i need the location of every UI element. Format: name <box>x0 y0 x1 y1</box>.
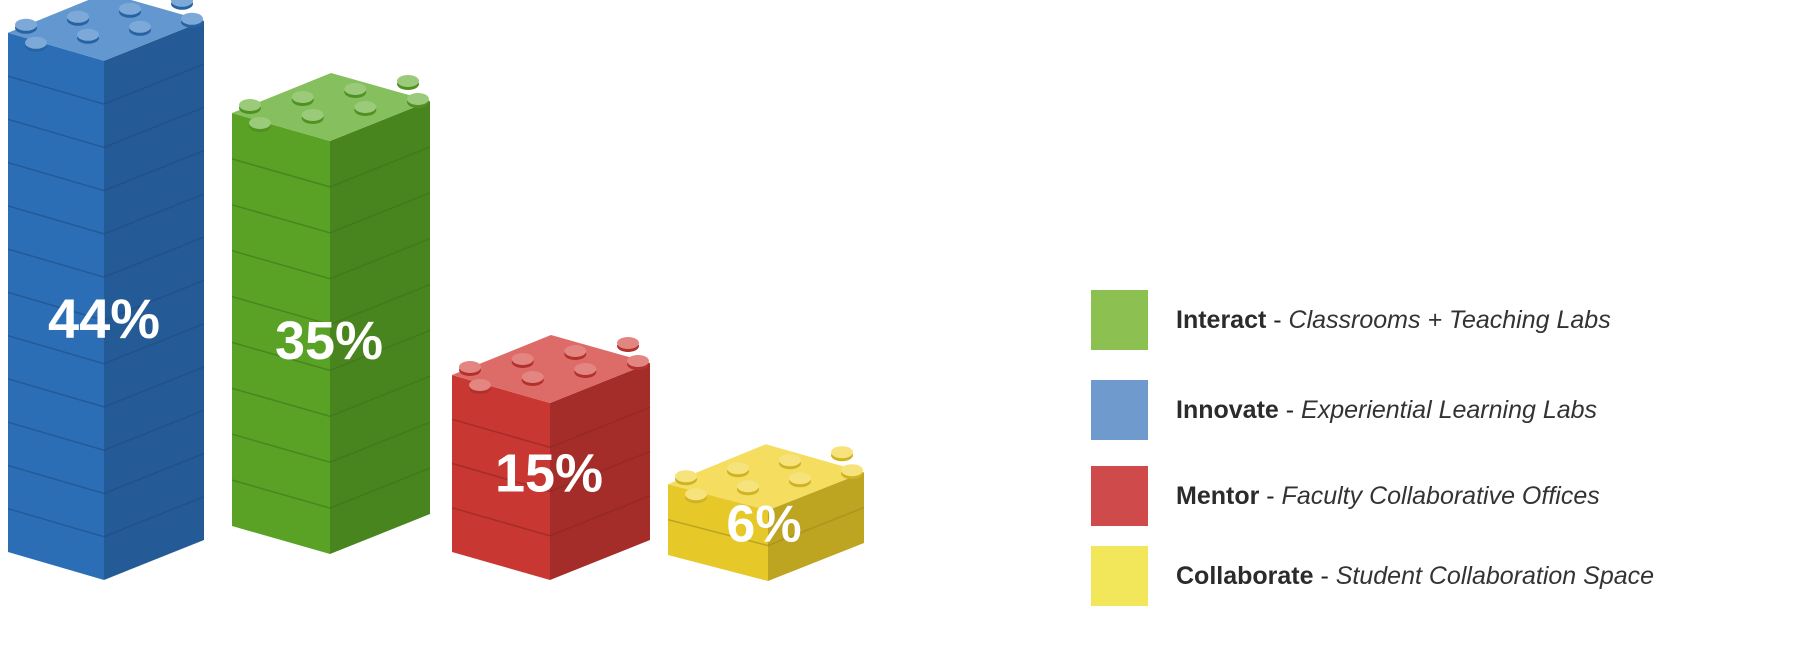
brick-stud-top <box>354 101 377 113</box>
brick-layer-line <box>7 236 205 278</box>
legend-name-collaborate: Collaborate <box>1176 561 1314 590</box>
brick-stud-top <box>459 361 481 373</box>
bar-interact: 35% <box>231 73 431 554</box>
brick-stud-top <box>841 464 863 477</box>
bar-top-face <box>668 444 864 511</box>
brick-stud-top <box>181 12 203 25</box>
brick-layer-line <box>7 323 205 365</box>
bar-top-face <box>8 0 204 61</box>
brick-stud-top <box>617 337 639 349</box>
brick-stud-top <box>77 28 99 41</box>
bar-mentor: 15% <box>451 335 651 580</box>
brick-stud-top <box>789 472 811 485</box>
brick-stud-top <box>627 355 649 367</box>
brick-layer-line <box>451 495 651 537</box>
brick-stud-top <box>249 117 271 129</box>
brick-layer-line <box>7 279 205 322</box>
brick-layer-line <box>667 506 865 547</box>
brick-layer-line <box>7 366 205 408</box>
brick-stud-top <box>344 83 367 95</box>
legend-item-interact: Interact - Classrooms + Teaching Labs <box>1091 290 1611 350</box>
legend-description-interact: Classrooms + Teaching Labs <box>1288 305 1611 334</box>
legend-description-mentor: Faculty Collaborative Offices <box>1281 481 1600 510</box>
legend-separator: - <box>1278 395 1302 424</box>
brick-stud-top <box>291 91 314 103</box>
legend-separator: - <box>1259 481 1282 510</box>
brick-stud-top <box>407 93 429 105</box>
brick-stud-top <box>171 0 193 7</box>
brick-stud-top <box>67 10 89 23</box>
bar-left-face <box>232 113 330 554</box>
brick-layer-line <box>451 406 651 449</box>
brick-stud-top <box>129 20 151 33</box>
brick-layer-line <box>7 149 205 192</box>
legend-name-mentor: Mentor <box>1176 481 1260 510</box>
brick-stud-top <box>301 109 324 121</box>
bar-top-face <box>452 335 650 403</box>
bar-innovate: 44% <box>7 0 205 581</box>
brick-stud-top <box>239 99 261 111</box>
value-label-interact: 35% <box>275 311 383 371</box>
brick-stud-top <box>675 470 697 483</box>
brick-layer-line <box>7 452 205 495</box>
brick-stud-top <box>25 36 47 49</box>
legend-separator: - <box>1266 305 1289 334</box>
brick-layer-line <box>231 146 431 188</box>
value-label-mentor: 15% <box>495 443 603 503</box>
brick-layer-line <box>231 238 431 280</box>
brick-layer-line <box>7 63 205 105</box>
legend-item-mentor: Mentor - Faculty Collaborative Offices <box>1091 466 1600 526</box>
brick-stud-top <box>831 446 853 459</box>
brick-layer-line <box>231 192 431 234</box>
legend-swatch-interact <box>1091 290 1148 350</box>
legend-swatch-collaborate <box>1091 546 1148 606</box>
brick-layer-line <box>231 375 431 418</box>
brick-layer-line <box>231 329 431 372</box>
value-label-innovate: 44% <box>48 287 160 350</box>
legend-item-innovate: Innovate - Experiential Learning Labs <box>1091 380 1597 440</box>
legend-name-innovate: Innovate <box>1176 395 1279 424</box>
brick-layer-line <box>7 193 205 235</box>
brick-layer-line <box>7 409 205 451</box>
legend-swatch-innovate <box>1091 380 1148 440</box>
brick-layer-line <box>7 106 205 149</box>
legend-item-collaborate: Collaborate - Student Collaboration Spac… <box>1091 546 1654 606</box>
legend-name-interact: Interact <box>1176 305 1267 334</box>
legend: Interact - Classrooms + Teaching Labs In… <box>1091 0 1791 651</box>
brick-layer-line <box>231 283 431 326</box>
bar-top-face <box>232 73 430 141</box>
brick-stud-top <box>779 454 801 467</box>
brick-layer-line <box>231 421 431 463</box>
brick-layer-line <box>7 496 205 538</box>
brick-stud-top <box>119 2 141 15</box>
brick-stud-top <box>397 75 419 87</box>
brick-stud-top <box>521 371 544 383</box>
legend-separator: - <box>1313 561 1336 590</box>
brick-stud-top <box>469 379 491 391</box>
bar-right-face <box>330 101 430 554</box>
legend-description-innovate: Experiential Learning Labs <box>1301 395 1598 424</box>
legend-description-collaborate: Student Collaboration Space <box>1335 561 1655 590</box>
brick-stud-top <box>564 345 587 357</box>
bar-group: 44% 35% 15% 6% <box>7 0 865 581</box>
brick-stud-top <box>727 462 749 475</box>
bar-collaborate: 6% <box>667 444 865 581</box>
brick-layer-line <box>231 467 431 509</box>
brick-stud-top <box>15 18 37 31</box>
brick-stud-top <box>737 480 759 493</box>
legend-swatch-mentor <box>1091 466 1148 526</box>
brick-stud-top <box>574 363 597 375</box>
value-label-collaborate: 6% <box>726 495 801 553</box>
brick-layer-line <box>451 450 651 493</box>
brick-stud-top <box>685 488 707 501</box>
brick-stud-top <box>511 353 534 365</box>
